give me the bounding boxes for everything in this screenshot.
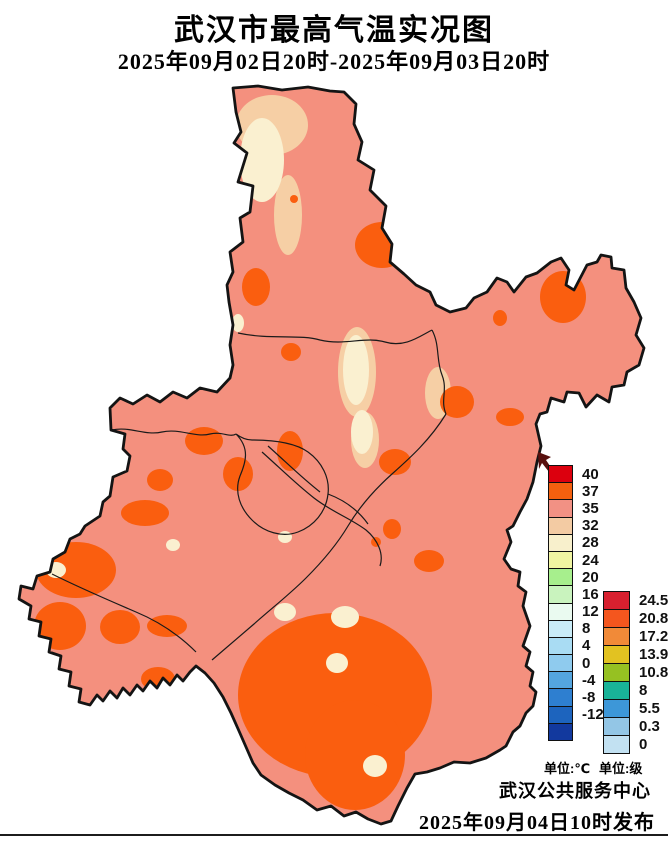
legend-swatch bbox=[603, 591, 630, 610]
legend-swatch bbox=[548, 465, 573, 484]
legend-label: 12 bbox=[582, 603, 599, 621]
legend-label: 5.5 bbox=[639, 700, 660, 717]
legend-label: -8 bbox=[582, 689, 596, 707]
legend-label: 20 bbox=[582, 568, 599, 586]
legend-swatch bbox=[548, 585, 573, 604]
legend-row: 37 bbox=[548, 482, 604, 501]
bottom-divider bbox=[0, 834, 668, 836]
legend-label: 40 bbox=[582, 465, 599, 483]
legend-swatch bbox=[603, 627, 630, 646]
legend-swatch bbox=[548, 499, 573, 518]
legend-swatch bbox=[603, 681, 630, 700]
legend-swatch bbox=[603, 717, 630, 736]
legend-row: 24 bbox=[548, 550, 604, 570]
temperature-legend: 40 37 35 32 28 24 20 16 12 8 4 0 -4 -8 -12 bbox=[548, 465, 604, 741]
temperature-unit-label: 单位:℃ bbox=[544, 761, 591, 776]
legend-swatch bbox=[603, 735, 630, 754]
zone-37c-patches bbox=[34, 195, 586, 810]
issue-time: 2025年09月04日10时发布 bbox=[419, 812, 655, 834]
legend-row: 0.3 bbox=[603, 717, 668, 736]
zone-28c-patches bbox=[166, 118, 373, 551]
legend-swatch bbox=[548, 516, 573, 535]
legend-row: 17.2 bbox=[603, 627, 668, 646]
legend-row: -8 bbox=[548, 688, 604, 707]
legend-label: -12 bbox=[582, 706, 604, 724]
legend-swatch bbox=[548, 671, 573, 690]
legend-swatch bbox=[548, 550, 573, 570]
legend-label: 24.5 bbox=[639, 592, 668, 609]
legend-swatch bbox=[603, 645, 630, 664]
legend-row: 4 bbox=[548, 636, 604, 656]
legend-row: 0 bbox=[603, 735, 668, 754]
legend-swatch bbox=[603, 609, 630, 628]
legend-label: -4 bbox=[582, 671, 596, 689]
legend-label: 10.8 bbox=[639, 664, 668, 681]
legend-label: 28 bbox=[582, 534, 599, 552]
legend-row: 20.8 bbox=[603, 609, 668, 628]
legend-label: 17.2 bbox=[639, 628, 668, 645]
legend-label: 35 bbox=[582, 499, 599, 517]
legend-row bbox=[548, 722, 604, 741]
legend-label: 37 bbox=[582, 482, 599, 500]
legend-row: 16 bbox=[548, 585, 604, 604]
legend-swatch bbox=[548, 568, 573, 587]
legend-label: 8 bbox=[582, 620, 591, 638]
legend-label: 0 bbox=[582, 654, 591, 672]
legend-row: 12 bbox=[548, 602, 604, 621]
legend-swatch bbox=[548, 602, 573, 621]
legend-label: 8 bbox=[639, 682, 648, 699]
legend-row: 0 bbox=[548, 654, 604, 673]
legend-row: 24.5 bbox=[603, 591, 668, 610]
publisher-name: 武汉公共服务中心 bbox=[499, 781, 651, 801]
legend-label: 16 bbox=[582, 585, 599, 603]
page-title: 武汉市最高气温实况图 bbox=[174, 14, 494, 47]
legend-swatch bbox=[548, 619, 573, 638]
legend-label: 0 bbox=[639, 736, 648, 753]
legend-row: 32 bbox=[548, 516, 604, 535]
legend-row: 5.5 bbox=[603, 699, 668, 718]
legend-row: 35 bbox=[548, 499, 604, 518]
legend-swatch bbox=[603, 699, 630, 718]
legend-label: 20.8 bbox=[639, 610, 668, 627]
legend-row: 8 bbox=[603, 681, 668, 700]
legend-swatch bbox=[548, 654, 573, 673]
legend-swatch bbox=[603, 663, 630, 682]
wind-legend: 24.5 20.8 17.2 13.9 10.8 8 5.5 0.3 0 bbox=[603, 591, 668, 754]
legend-row: -12 bbox=[548, 705, 604, 724]
legend-swatch bbox=[548, 482, 573, 501]
legend-swatch bbox=[548, 533, 573, 552]
legend-swatch bbox=[548, 636, 573, 656]
legend-row: 13.9 bbox=[603, 645, 668, 664]
legend-swatch bbox=[548, 722, 573, 741]
legend-row: -4 bbox=[548, 671, 604, 690]
wind-unit-label: 单位:级 bbox=[599, 761, 643, 776]
legend-label: 0.3 bbox=[639, 718, 660, 735]
legend-label: 4 bbox=[582, 637, 591, 655]
legend-swatch bbox=[548, 688, 573, 707]
legend-label: 24 bbox=[582, 551, 599, 569]
date-range-subtitle: 2025年09月02日20时-2025年09月03日20时 bbox=[117, 49, 551, 74]
legend-row: 20 bbox=[548, 568, 604, 587]
legend-label: 13.9 bbox=[639, 646, 668, 663]
legend-row: 8 bbox=[548, 619, 604, 638]
legend-row: 10.8 bbox=[603, 663, 668, 682]
legend-row: 40 bbox=[548, 465, 604, 484]
district-borders bbox=[51, 329, 447, 661]
legend-row: 28 bbox=[548, 533, 604, 552]
legend-label: 32 bbox=[582, 517, 599, 535]
legend-swatch bbox=[548, 705, 573, 724]
